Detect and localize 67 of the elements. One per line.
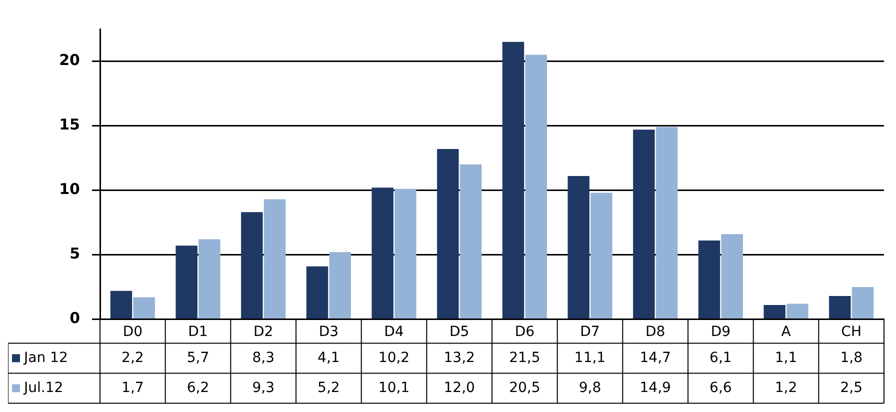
data-label: 6,1	[710, 350, 732, 366]
bar	[698, 240, 720, 318]
bar	[306, 266, 328, 318]
bar	[590, 192, 612, 318]
y-tick-label: 5	[70, 244, 80, 263]
y-tick-label: 10	[59, 180, 80, 198]
bar	[764, 305, 786, 318]
x-tick-label: D2	[253, 324, 274, 340]
data-label: 8,3	[252, 350, 274, 366]
x-tick-label: D6	[514, 324, 535, 340]
x-tick-label: A	[781, 324, 792, 340]
legend-label: Jul.12	[23, 380, 64, 396]
x-tick-label: D8	[645, 324, 666, 340]
x-tick-label: CH	[841, 324, 862, 340]
y-tick-label: 15	[59, 116, 80, 134]
bar	[437, 148, 459, 318]
y-tick-label: 20	[59, 51, 80, 70]
bar	[786, 304, 808, 318]
bar	[633, 130, 655, 318]
bar	[656, 127, 678, 318]
x-tick-label: D0	[122, 324, 143, 340]
data-label: 1,2	[774, 380, 798, 396]
data-label: 20,5	[509, 380, 540, 396]
bar	[394, 188, 416, 318]
legend-label: Jan 12	[23, 350, 68, 366]
data-label: 9,8	[578, 380, 602, 396]
data-label: 11,1	[574, 350, 606, 366]
data-label: 21,5	[509, 350, 540, 366]
data-label: 1,1	[774, 350, 798, 366]
bar	[525, 54, 547, 318]
bar	[329, 252, 351, 318]
data-label: 14,7	[640, 350, 671, 366]
data-label: 10,2	[378, 350, 410, 366]
bar	[852, 286, 874, 318]
y-tick-label: 0	[70, 309, 80, 328]
x-tick-label: D9	[710, 324, 731, 340]
x-tick-label: D7	[580, 324, 600, 340]
data-label: 12,0	[444, 380, 475, 396]
bar	[721, 234, 743, 318]
data-label: 1,8	[840, 350, 862, 366]
x-tick-label: D3	[318, 324, 339, 340]
bar	[264, 199, 286, 318]
bar	[568, 176, 590, 318]
data-label: 6,6	[710, 380, 732, 396]
bar	[110, 290, 132, 318]
x-tick-label: D1	[188, 324, 208, 340]
data-label: 2,5	[840, 380, 862, 396]
bar	[176, 246, 198, 318]
x-tick-label: D4	[384, 324, 404, 340]
data-label: 4,1	[318, 350, 340, 366]
bar	[133, 297, 155, 318]
bar	[502, 42, 524, 318]
bar	[372, 188, 394, 318]
bar	[829, 296, 851, 318]
data-label: 5,7	[186, 350, 210, 366]
bar	[460, 164, 482, 318]
bar	[241, 212, 263, 318]
data-label: 13,2	[444, 350, 475, 366]
data-label: 5,2	[318, 380, 340, 396]
data-label: 1,7	[122, 380, 144, 396]
data-label: 10,1	[378, 380, 410, 396]
data-label: 2,2	[122, 350, 144, 366]
x-tick-label: D5	[449, 324, 470, 340]
bar	[198, 239, 220, 318]
data-label: 9,3	[252, 380, 274, 396]
data-label: 14,9	[640, 380, 671, 396]
data-label: 6,2	[186, 380, 210, 396]
